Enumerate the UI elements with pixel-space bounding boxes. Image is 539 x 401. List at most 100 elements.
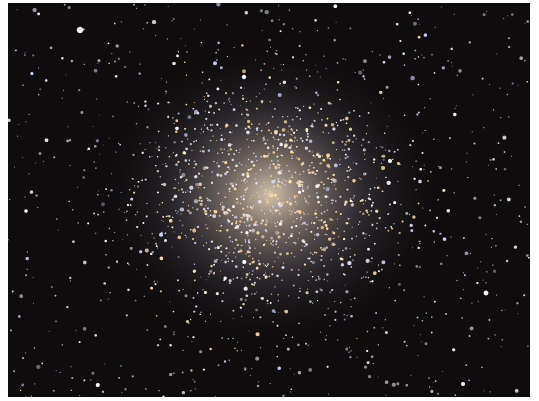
star	[284, 143, 288, 147]
star	[200, 311, 202, 313]
star	[227, 98, 230, 101]
star	[419, 168, 422, 171]
star	[335, 210, 338, 213]
star	[248, 245, 250, 247]
star	[276, 345, 279, 348]
star	[471, 131, 473, 133]
star	[373, 161, 375, 164]
star	[144, 276, 147, 278]
star	[221, 201, 224, 204]
star	[428, 377, 430, 379]
star	[159, 256, 164, 261]
star	[269, 382, 271, 385]
star	[295, 145, 298, 148]
star	[271, 205, 275, 208]
star	[320, 212, 323, 215]
star	[305, 223, 307, 225]
star	[291, 233, 293, 235]
star	[185, 147, 188, 151]
star	[78, 341, 81, 344]
star	[199, 150, 202, 152]
star	[495, 244, 497, 247]
star	[420, 341, 423, 343]
star	[143, 295, 146, 298]
star	[315, 210, 317, 211]
star	[367, 140, 371, 144]
star	[318, 219, 320, 221]
star	[311, 162, 313, 164]
star	[315, 91, 318, 94]
star	[137, 185, 140, 188]
star	[347, 138, 351, 142]
star	[228, 236, 231, 239]
star	[194, 127, 196, 130]
star	[307, 344, 309, 346]
star	[205, 242, 207, 244]
star	[255, 268, 257, 270]
star	[265, 198, 269, 202]
star	[266, 146, 270, 150]
star	[167, 225, 169, 228]
star	[232, 251, 235, 254]
star	[272, 239, 275, 242]
star	[172, 152, 174, 154]
star	[246, 205, 249, 208]
star	[294, 201, 297, 203]
star	[227, 260, 229, 262]
star	[417, 56, 420, 58]
star	[156, 211, 159, 213]
star	[181, 173, 186, 177]
star	[429, 170, 432, 173]
star	[234, 266, 237, 268]
star	[245, 294, 249, 298]
star	[526, 20, 529, 23]
star	[285, 242, 287, 244]
star	[259, 316, 262, 319]
star	[225, 247, 228, 250]
star	[311, 260, 315, 265]
star	[274, 166, 278, 170]
star	[239, 220, 242, 223]
star	[239, 297, 243, 301]
star	[367, 111, 370, 114]
star	[410, 75, 415, 81]
star	[417, 35, 421, 39]
star	[299, 31, 301, 33]
star	[202, 131, 204, 133]
star	[298, 232, 301, 234]
star	[351, 237, 353, 240]
star	[225, 254, 228, 257]
star	[277, 93, 282, 97]
star	[507, 37, 510, 40]
star	[294, 201, 297, 203]
star	[104, 363, 106, 365]
star	[201, 82, 203, 84]
star	[324, 338, 327, 341]
star	[92, 125, 94, 128]
star	[286, 252, 289, 255]
star	[165, 164, 168, 168]
star	[135, 7, 138, 9]
star	[327, 307, 329, 310]
star	[278, 133, 282, 136]
star	[261, 235, 265, 239]
star	[224, 196, 226, 198]
star	[177, 235, 181, 240]
star	[235, 220, 238, 223]
star	[272, 244, 274, 246]
star	[431, 54, 433, 56]
star	[256, 384, 260, 388]
star	[317, 275, 319, 278]
star	[325, 246, 329, 249]
star	[310, 230, 313, 233]
star	[423, 296, 425, 298]
star	[273, 67, 275, 70]
star	[263, 63, 266, 65]
star	[112, 115, 114, 118]
star	[447, 60, 449, 62]
star	[504, 309, 506, 311]
star	[201, 150, 204, 153]
star	[184, 180, 186, 183]
star	[242, 198, 245, 201]
star	[191, 341, 193, 342]
